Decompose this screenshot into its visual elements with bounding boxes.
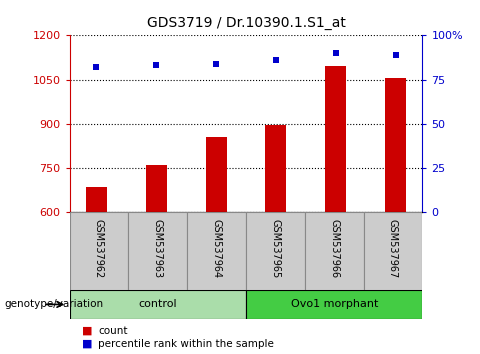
Text: GSM537965: GSM537965 [270,219,280,278]
Bar [145,165,167,212]
Title: GDS3719 / Dr.10390.1.S1_at: GDS3719 / Dr.10390.1.S1_at [146,16,346,30]
Bar [325,67,347,212]
Point [152,63,160,68]
Text: GSM537967: GSM537967 [388,219,398,278]
Point [332,50,340,56]
Bar [85,187,107,212]
Point [92,64,100,70]
Bar [246,212,305,290]
Bar [265,125,287,212]
Text: genotype/variation: genotype/variation [5,299,104,309]
Text: GSM537962: GSM537962 [94,219,104,278]
Text: percentile rank within the sample: percentile rank within the sample [98,339,274,349]
Text: ■: ■ [82,326,92,336]
Bar [364,212,422,290]
Text: ■: ■ [82,339,92,349]
Bar [385,78,407,212]
Bar [187,212,246,290]
Bar [70,290,246,319]
Bar [70,212,128,290]
Bar [305,212,364,290]
Text: count: count [98,326,128,336]
Point [212,61,220,67]
Bar [246,290,422,319]
Text: GSM537966: GSM537966 [329,219,339,278]
Text: GSM537963: GSM537963 [153,219,163,278]
Point [272,57,280,63]
Text: Ovo1 morphant: Ovo1 morphant [290,299,378,309]
Bar [128,212,187,290]
Bar [205,137,227,212]
Point [392,52,400,58]
Text: control: control [139,299,177,309]
Text: GSM537964: GSM537964 [212,219,222,278]
